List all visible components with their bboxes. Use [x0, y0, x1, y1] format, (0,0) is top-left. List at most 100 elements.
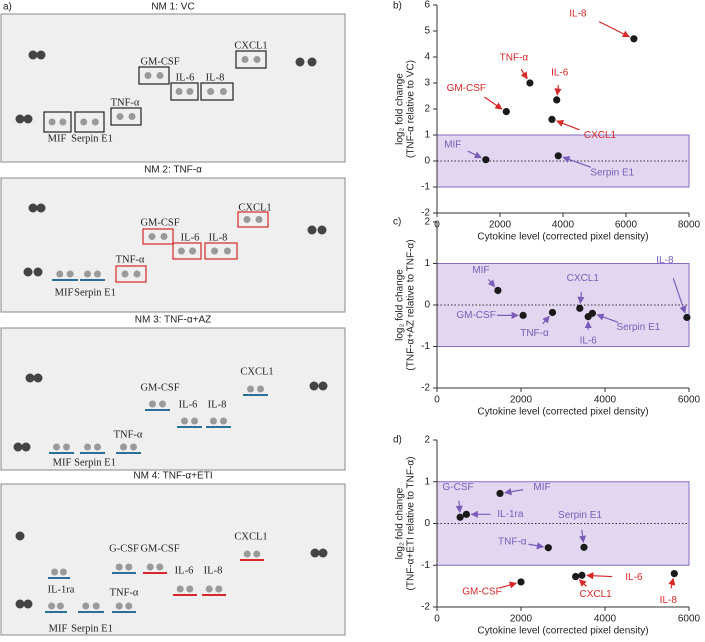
point-label: G-CSF [443, 482, 474, 493]
cytokine-label: TNF-α [110, 587, 139, 598]
cytokine-spot [156, 72, 164, 79]
x-tick-label: 0 [434, 614, 440, 625]
x-tick-label: 0 [434, 395, 440, 406]
point-label: IL-6 [551, 68, 569, 79]
annotation-arrow [586, 572, 613, 580]
cytokine-spot [125, 563, 133, 571]
y-tick-label: 0 [424, 156, 430, 167]
data-point [588, 309, 597, 317]
reference-spot [23, 267, 33, 277]
y-tick-label: 0 [424, 300, 430, 311]
cytokine-spot [177, 247, 185, 255]
y-axis-label: (TNF-α relative to VC) [406, 60, 417, 158]
cytokine-spot [48, 118, 56, 126]
data-point [580, 543, 588, 551]
y-tick-label: 2 [424, 104, 430, 115]
panel-letter: c) [393, 217, 401, 228]
highlight-box [204, 242, 238, 260]
cytokine-spot [243, 550, 251, 558]
blot-membrane [0, 483, 346, 636]
cytokine-spot [255, 216, 263, 223]
highlight-box [115, 265, 147, 283]
point-label: CXCL1 [579, 589, 612, 600]
panel-letter: a) [3, 2, 12, 13]
cytokine-spot [211, 247, 219, 255]
cytokine-label: MIF [48, 133, 67, 144]
cytokine-spot [191, 417, 198, 425]
cytokine-spot [243, 216, 251, 223]
highlight-box [110, 107, 142, 126]
highlight-box [138, 66, 170, 85]
cytokine-spot [56, 270, 64, 278]
cytokine-spot [257, 385, 264, 393]
cytokine-spot [247, 385, 254, 393]
reference-spot [318, 548, 328, 558]
data-point [544, 544, 552, 552]
y-tick-label: 1 [424, 130, 430, 141]
cytokine-label: GM-CSF [140, 56, 179, 67]
cytokine-label: GM-CSF [140, 382, 179, 393]
point-label: IL-8 [660, 595, 678, 606]
y-tick-label: -1 [421, 182, 430, 193]
point-label: IL-8 [569, 8, 587, 19]
data-point [456, 513, 464, 521]
reference-spot [28, 50, 38, 60]
point-label: MIF [444, 139, 461, 150]
point-label: TNF-α [500, 53, 529, 64]
x-tick-label: 4000 [594, 614, 617, 625]
cytokine-spot [115, 602, 123, 610]
annotation-arrow [499, 581, 517, 589]
highlight-box [172, 242, 202, 260]
point-label: Serpin E1 [558, 510, 602, 521]
point-label: GM-CSF [447, 83, 486, 94]
cytokine-label: Serpin E1 [71, 623, 113, 634]
x-tick-label: 4000 [552, 220, 575, 231]
cytokine-spot [63, 443, 70, 451]
annotation-arrow [596, 313, 619, 323]
annotation-arrow [455, 500, 463, 513]
data-point [519, 311, 527, 319]
blot-title: NM 1: VC [151, 2, 194, 13]
panel-letter: d) [393, 435, 402, 446]
cytokine-label: MIF [53, 457, 72, 468]
reference-spot [13, 442, 23, 452]
annotation-arrow [467, 150, 482, 159]
cytokine-spot [59, 118, 67, 126]
cytokine-spot [241, 56, 249, 63]
cytokine-spot [186, 585, 194, 593]
data-point [482, 156, 490, 164]
x-tick-label: 2000 [510, 395, 533, 406]
cytokine-spot [253, 56, 261, 63]
x-tick-label: 6000 [678, 395, 701, 406]
annotation-arrow [554, 84, 562, 96]
cytokine-label: Serpin E1 [71, 133, 113, 144]
y-tick-label: -2 [421, 602, 430, 613]
cytokine-spot [253, 550, 261, 558]
annotation-arrow [668, 577, 676, 589]
y-tick-label: 1 [424, 476, 430, 487]
y-axis-label: (TNF-α+ETI relative to TNF-α) [406, 457, 417, 591]
cytokine-spot [223, 247, 231, 255]
point-label: IL-6 [625, 572, 643, 583]
blot-title: NM 2: TNF-α [144, 165, 202, 176]
data-point [462, 510, 470, 518]
y-tick-label: -1 [421, 341, 430, 352]
point-label: IL-6 [580, 335, 598, 346]
cytokine-label: CXCL1 [234, 531, 267, 542]
highlight-box [200, 82, 234, 101]
cytokine-label: IL-8 [209, 232, 228, 243]
cytokine-label: TNF-α [114, 429, 143, 440]
cytokine-spot [121, 270, 129, 278]
blot-membrane [0, 327, 346, 471]
cytokine-label: IL-6 [181, 232, 200, 243]
y-tick-label: 3 [424, 78, 430, 89]
data-point [630, 35, 638, 43]
y-tick-label: 0 [424, 518, 430, 529]
cytokine-spot [186, 88, 194, 95]
data-point [554, 152, 562, 160]
reference-spot [310, 548, 320, 558]
cytokine-label: MIF [55, 287, 74, 298]
point-label: MIF [472, 265, 489, 276]
x-tick-label: 6000 [678, 614, 701, 625]
cytokine-spot [160, 233, 168, 240]
